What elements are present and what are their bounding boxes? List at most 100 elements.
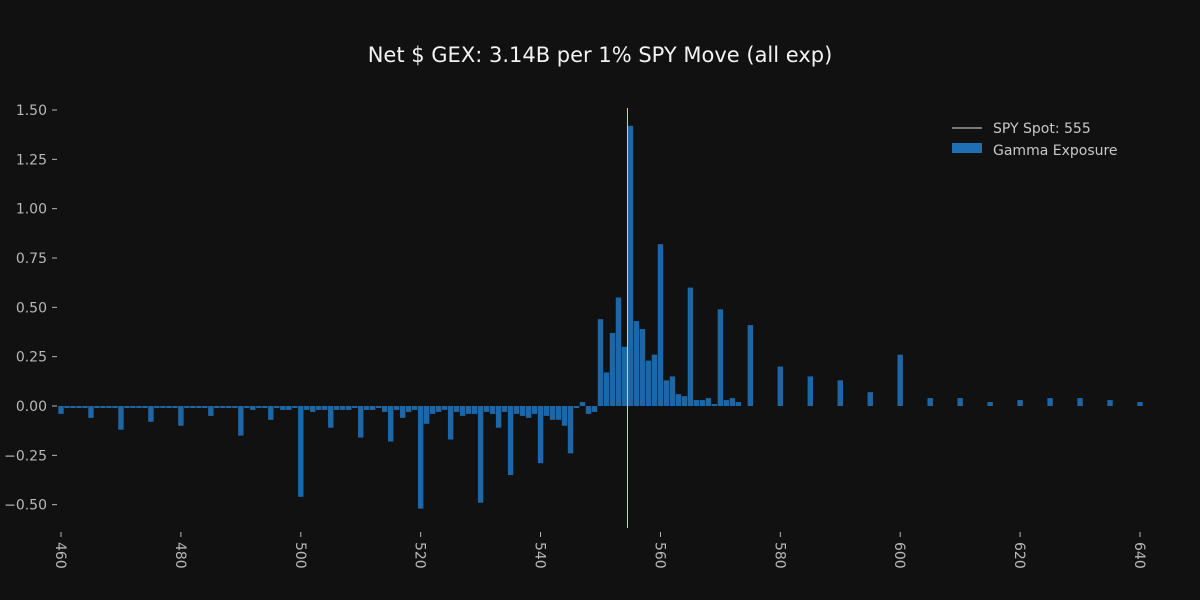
y-tick-label: 0.25 — [16, 350, 47, 366]
gamma-bar — [292, 406, 298, 408]
gamma-bar — [1137, 402, 1143, 406]
gamma-bar — [184, 406, 190, 408]
gamma-bar — [226, 406, 232, 408]
gamma-bar — [346, 406, 352, 410]
gamma-bar — [567, 406, 574, 454]
gamma-bar — [334, 406, 340, 410]
gamma-bar — [519, 406, 526, 416]
gamma-bar — [399, 406, 406, 418]
legend-gamma-swatch — [952, 143, 982, 153]
gamma-bar — [561, 406, 568, 426]
gamma-bar — [591, 406, 598, 412]
gamma-bar — [136, 406, 142, 408]
gamma-bar — [579, 402, 586, 406]
x-axis: 460 480 500 520 540 560 580 600 620 640 — [52, 532, 1147, 569]
y-tick-label: 0.50 — [16, 300, 47, 316]
x-tick-label: 640 — [1131, 542, 1147, 569]
gamma-bar — [489, 406, 496, 414]
gamma-bar — [190, 406, 196, 408]
gamma-bar — [645, 360, 652, 406]
gamma-bar — [196, 406, 202, 408]
y-tick-label: −0.25 — [4, 448, 47, 464]
x-tick-label: 560 — [651, 542, 667, 569]
gamma-bar — [208, 406, 214, 416]
gamma-bar — [669, 376, 676, 406]
gamma-bar — [549, 406, 556, 420]
x-tick-label: 460 — [52, 542, 68, 569]
gamma-bar — [382, 406, 388, 412]
legend: SPY Spot: 555 Gamma Exposure — [952, 121, 1118, 159]
gamma-bar — [537, 406, 544, 464]
gamma-bar — [735, 402, 742, 406]
gamma-bar — [100, 406, 106, 408]
gamma-bar — [322, 406, 328, 410]
x-tick-label: 500 — [292, 542, 308, 569]
gamma-bar — [483, 406, 490, 412]
gamma-bar — [178, 406, 184, 426]
gamma-bar — [268, 406, 274, 420]
gamma-bar — [88, 406, 94, 418]
gamma-bar — [124, 406, 130, 408]
gamma-bar — [867, 392, 873, 406]
x-tick-label: 480 — [172, 542, 188, 569]
gamma-bar — [1107, 400, 1113, 406]
gamma-bar — [531, 406, 538, 414]
gamma-bar — [543, 406, 550, 416]
gamma-bar — [106, 406, 112, 408]
gamma-bar — [705, 398, 712, 406]
gamma-bar — [388, 406, 394, 442]
gamma-bar — [441, 406, 448, 410]
gamma-bar — [352, 406, 358, 408]
gamma-bar — [172, 406, 178, 408]
gamma-bar — [657, 244, 664, 406]
gamma-bar — [154, 406, 160, 408]
gamma-bar — [747, 325, 754, 406]
gamma-bar — [573, 406, 580, 408]
gamma-bar — [280, 406, 286, 410]
gamma-bar — [957, 398, 963, 406]
gamma-bar — [585, 406, 592, 414]
gamma-bar — [711, 404, 718, 406]
gamma-bar — [298, 406, 304, 497]
x-tick-label: 580 — [771, 542, 787, 569]
gamma-bar — [429, 406, 436, 414]
gamma-bar — [1047, 398, 1053, 406]
gamma-bar — [256, 406, 262, 408]
gamma-bar — [130, 406, 136, 408]
gamma-bar — [1017, 400, 1023, 406]
gamma-bar — [501, 406, 508, 412]
gamma-bar — [435, 406, 442, 412]
gamma-bar — [687, 287, 694, 406]
gamma-bar — [927, 398, 933, 406]
gamma-bar — [364, 406, 370, 410]
gamma-bar — [112, 406, 118, 408]
gamma-bar — [411, 406, 418, 410]
gamma-bar — [675, 394, 682, 406]
gamma-bar — [447, 406, 454, 440]
y-tick-label: 1.00 — [16, 202, 47, 218]
gamma-bar — [837, 380, 843, 406]
gamma-bar — [729, 398, 736, 406]
legend-gamma-label: Gamma Exposure — [993, 143, 1118, 159]
gamma-bar — [555, 406, 562, 420]
y-tick-label: −0.50 — [4, 498, 47, 514]
legend-spot-label: SPY Spot: 555 — [993, 121, 1091, 137]
gamma-bar — [513, 406, 520, 414]
gamma-bar — [471, 406, 478, 414]
gamma-bar — [244, 406, 250, 408]
gamma-bar — [699, 400, 706, 406]
gamma-bar — [723, 400, 730, 406]
gamma-bar — [70, 406, 76, 408]
y-tick-label: 1.25 — [16, 152, 47, 168]
gamma-bar — [465, 406, 472, 414]
gamma-bar — [148, 406, 154, 422]
gamma-bar — [495, 406, 502, 428]
gamma-bar — [118, 406, 124, 430]
gamma-bar — [358, 406, 364, 438]
gamma-bar — [405, 406, 412, 412]
gamma-bar — [94, 406, 100, 408]
gamma-bar — [250, 406, 256, 410]
gamma-bar — [58, 406, 64, 414]
gamma-bar — [663, 380, 670, 406]
